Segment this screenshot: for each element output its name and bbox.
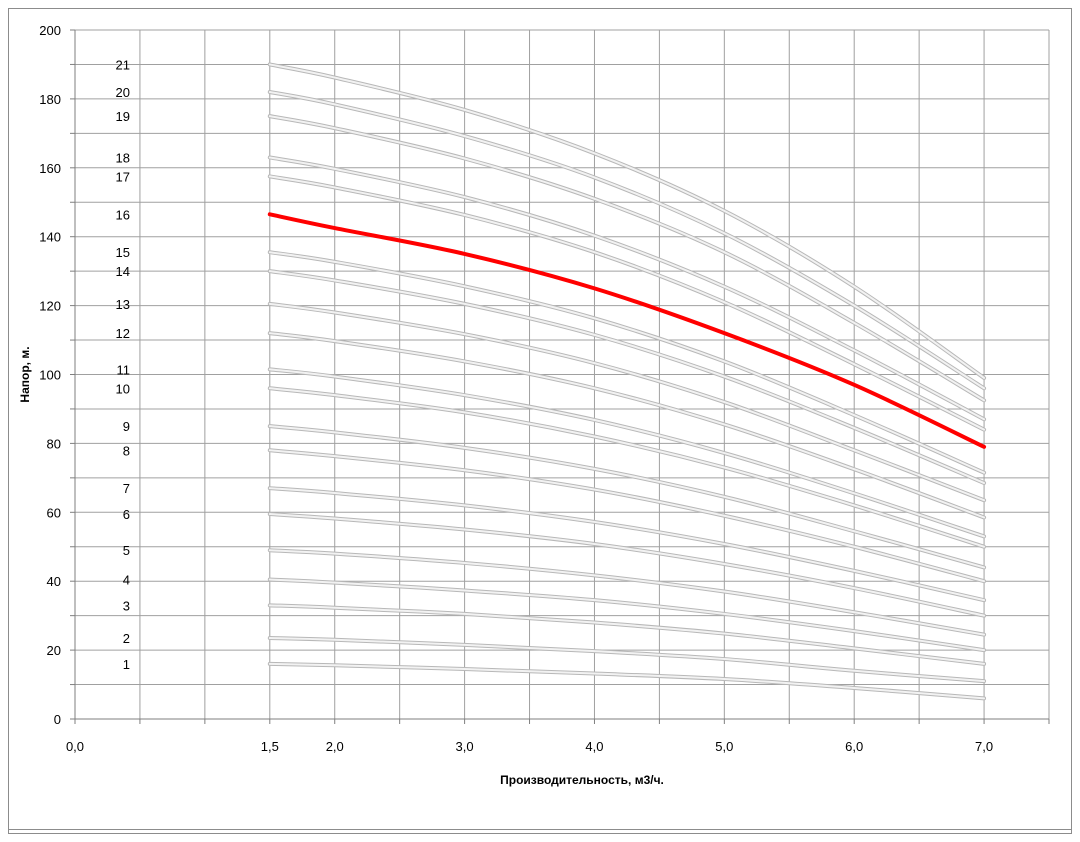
curve-label-9: 9 — [123, 419, 130, 434]
y-tick-label: 120 — [39, 299, 61, 314]
curve-11 — [268, 368, 986, 538]
curve-label-14: 14 — [116, 264, 130, 279]
curve-label-17: 17 — [116, 169, 130, 184]
curve-8-outline — [267, 448, 987, 584]
x-tick-label: 4,0 — [585, 739, 603, 754]
curve-4 — [268, 578, 986, 652]
curve-label-11: 11 — [117, 362, 131, 377]
y-tick-label: 40 — [47, 574, 61, 589]
curve-10 — [268, 387, 986, 548]
x-tick-label: 2,0 — [326, 739, 344, 754]
curve-3 — [268, 604, 986, 665]
x-tick-label: 0,0 — [66, 739, 84, 754]
frame-bottom-divider — [8, 829, 1072, 830]
y-tick-label: 140 — [39, 230, 61, 245]
curve-label-3: 3 — [123, 598, 130, 613]
curve-21-outline — [267, 62, 987, 380]
y-tick-label: 80 — [47, 436, 61, 451]
y-tick-label: 180 — [39, 92, 61, 107]
curve-19 — [268, 115, 986, 402]
x-tick-label: 3,0 — [456, 739, 474, 754]
x-axis-title: Производительность, м3/ч. — [500, 773, 664, 787]
curve-label-8: 8 — [123, 443, 130, 458]
curve-label-18: 18 — [116, 150, 130, 165]
curve-15 — [268, 251, 986, 474]
curve-21 — [268, 63, 986, 379]
curve-label-20: 20 — [116, 85, 130, 100]
curve-label-13: 13 — [116, 297, 130, 312]
y-tick-label: 100 — [39, 368, 61, 383]
curve-17 — [268, 175, 986, 431]
curve-19-outline — [267, 114, 987, 403]
curve-label-12: 12 — [116, 326, 130, 341]
chart-frame — [8, 8, 1072, 834]
y-tick-label: 0 — [54, 712, 61, 727]
curve-label-4: 4 — [123, 572, 130, 587]
curve-label-1: 1 — [123, 657, 130, 672]
y-axis-title: Напор, м. — [18, 346, 32, 402]
curve-7 — [268, 487, 986, 602]
curve-16-highlighted — [267, 212, 987, 449]
curve-label-5: 5 — [123, 543, 130, 558]
curve-label-19: 19 — [116, 109, 130, 124]
curve-label-7: 7 — [123, 481, 130, 496]
curve-label-15: 15 — [116, 245, 130, 260]
y-tick-label: 160 — [39, 161, 61, 176]
curve-5 — [268, 549, 986, 636]
curve-12 — [268, 332, 986, 519]
x-tick-label: 6,0 — [845, 739, 863, 754]
curve-14 — [268, 270, 986, 485]
x-tick-label: 7,0 — [975, 739, 993, 754]
curve-2 — [268, 637, 986, 683]
curve-1 — [268, 662, 986, 700]
y-tick-label: 60 — [47, 505, 61, 520]
curve-9 — [268, 425, 986, 569]
curve-1-outline — [267, 661, 987, 701]
curves — [267, 62, 987, 701]
curve-8 — [268, 449, 986, 583]
curve-13 — [268, 302, 986, 502]
curve-label-6: 6 — [123, 507, 130, 522]
axes — [70, 29, 1050, 724]
curve-18 — [268, 156, 986, 421]
y-tick-label: 200 — [39, 23, 61, 38]
curve-6-outline — [267, 512, 987, 618]
curve-label-10: 10 — [116, 381, 130, 396]
curve-6 — [268, 513, 986, 617]
curve-label-16: 16 — [116, 207, 130, 222]
curve-20 — [268, 91, 986, 390]
x-tick-label: 5,0 — [715, 739, 733, 754]
x-tick-label: 1,5 — [261, 739, 279, 754]
curve-label-21: 21 — [116, 57, 130, 72]
curve-label-2: 2 — [123, 631, 130, 646]
y-tick-label: 20 — [47, 643, 61, 658]
